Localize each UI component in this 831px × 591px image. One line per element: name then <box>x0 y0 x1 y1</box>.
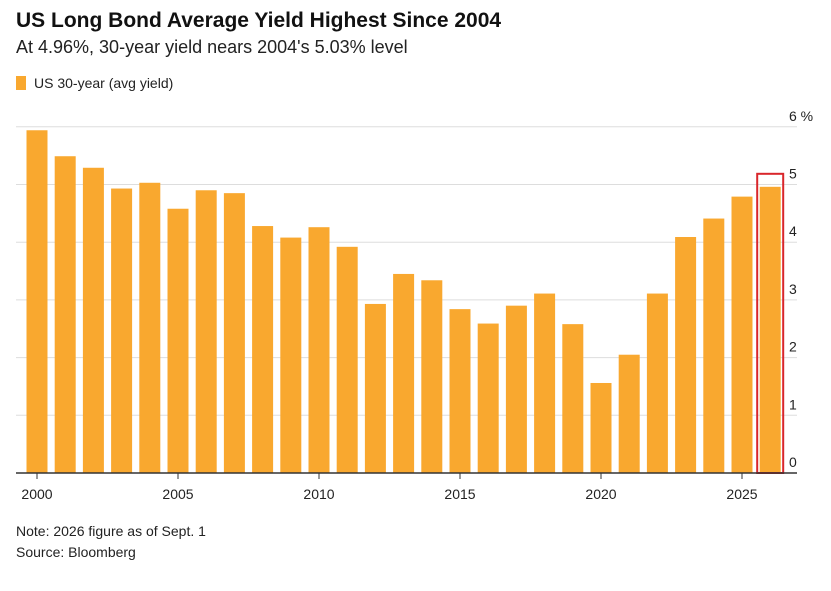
y-tick-label: 1 <box>789 396 797 412</box>
bar <box>364 303 386 473</box>
bar <box>54 156 76 474</box>
legend-label: US 30-year (avg yield) <box>34 75 174 91</box>
bar <box>562 324 584 473</box>
bar <box>82 167 104 473</box>
x-tick-label: 2005 <box>162 486 193 502</box>
y-tick-label: 0 <box>789 454 797 470</box>
y-tick-label: 3 <box>789 281 797 297</box>
legend-swatch <box>16 76 26 90</box>
bar <box>703 218 725 473</box>
bar <box>505 305 527 473</box>
bar <box>477 323 499 473</box>
bar <box>590 382 612 473</box>
bar <box>731 196 753 473</box>
x-tick-label: 2020 <box>585 486 616 502</box>
bar <box>336 246 358 473</box>
bar <box>449 309 471 473</box>
x-tick-label: 2000 <box>21 486 52 502</box>
bar <box>195 190 217 473</box>
bar <box>421 280 443 473</box>
bar <box>308 227 330 473</box>
bar <box>223 193 245 473</box>
bar <box>252 226 274 473</box>
bar <box>675 237 697 473</box>
y-tick-label: 5 <box>789 166 797 182</box>
bar <box>111 188 133 473</box>
y-tick-label: 2 <box>789 339 797 355</box>
bar <box>139 182 161 474</box>
chart-title: US Long Bond Average Yield Highest Since… <box>16 9 502 32</box>
x-tick-label: 2025 <box>726 486 757 502</box>
y-tick-label: 6 % <box>789 108 813 124</box>
bar <box>534 293 556 473</box>
bar-chart: 0 1 2 3 4 5 6 % 2000 2005 2010 2015 2020 2025 <box>16 108 813 502</box>
bar <box>280 237 302 473</box>
bar <box>26 130 48 473</box>
x-tick-label: 2010 <box>303 486 334 502</box>
y-tick-label: 4 <box>789 223 797 239</box>
bar <box>618 354 640 473</box>
bar <box>759 186 781 474</box>
chart-note: Note: 2026 figure as of Sept. 1 <box>16 523 206 539</box>
bar <box>167 208 189 473</box>
chart-source: Source: Bloomberg <box>16 544 136 560</box>
x-tick-label: 2015 <box>444 486 475 502</box>
chart-subtitle: At 4.96%, 30-year yield nears 2004's 5.0… <box>16 37 408 57</box>
bar <box>393 273 415 473</box>
legend: US 30-year (avg yield) <box>16 75 173 91</box>
bar <box>646 293 668 473</box>
